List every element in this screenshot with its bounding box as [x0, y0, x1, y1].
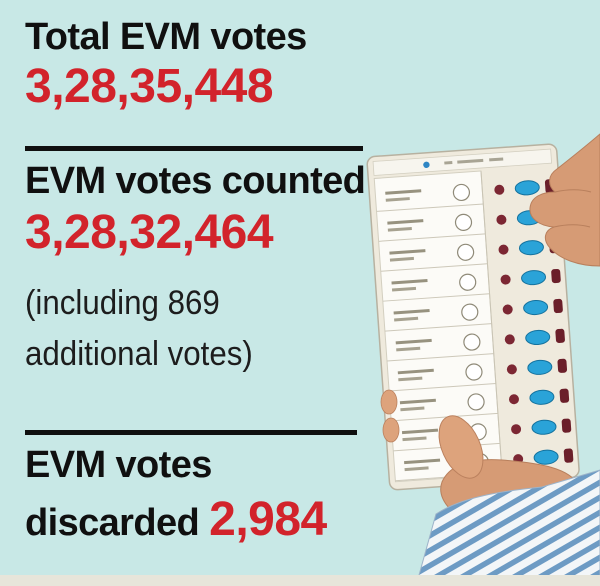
indicator-dot — [423, 161, 430, 169]
fingertip — [380, 389, 398, 415]
holding-hand-bottom — [438, 415, 582, 530]
stat-discarded-label-line2: discarded — [25, 501, 200, 544]
bottom-edge-strip — [0, 575, 600, 586]
voter-hand-top — [529, 133, 600, 267]
stat-counted-value: 3,28,32,464 — [25, 205, 274, 259]
stat-counted: EVM votes counted 3,28,32,464 (including… — [25, 160, 366, 380]
ballot-sheet — [373, 170, 503, 483]
stat-total-value: 3,28,35,448 — [25, 59, 274, 113]
evm-machine — [366, 143, 580, 491]
stat-discarded-value: 2,984 — [209, 492, 327, 546]
thumb — [438, 415, 484, 479]
note-line-2: additional votes) — [25, 335, 253, 374]
stat-discarded: EVM votes discarded 2,984 — [25, 444, 327, 547]
stat-total: Total EVM votes 3,28,35,448 — [25, 16, 307, 113]
stat-discarded-label-line1: EVM votes — [25, 444, 212, 486]
candidate-rows — [376, 179, 574, 482]
divider-top — [25, 146, 363, 151]
stat-discarded-line2: discarded 2,984 — [25, 492, 327, 547]
fingertip — [382, 417, 400, 443]
stat-counted-note: (including 869 additional votes) — [25, 278, 338, 380]
note-line-1: (including 869 — [25, 284, 220, 323]
shirt-sleeve — [415, 469, 600, 586]
divider-bottom — [25, 430, 357, 435]
stat-counted-label: EVM votes counted — [25, 160, 366, 202]
stat-total-label: Total EVM votes — [25, 16, 307, 58]
